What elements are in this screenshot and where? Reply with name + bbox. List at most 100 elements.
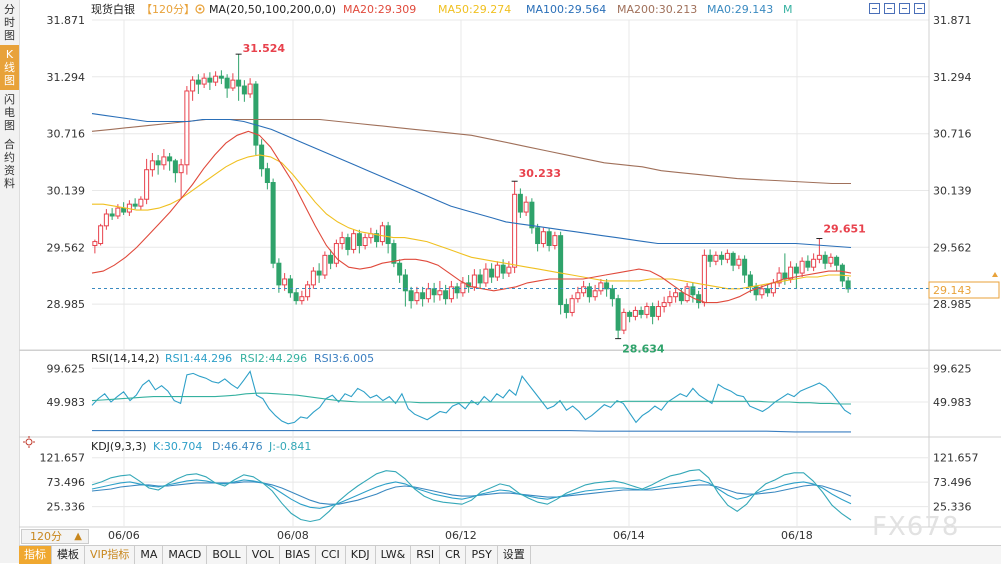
candle-body	[822, 254, 828, 264]
indicator-tab-0[interactable]: 指标	[19, 546, 52, 564]
rsi-tick-left: 49.983	[47, 396, 86, 409]
candle-body	[362, 237, 368, 247]
candle-body	[270, 182, 276, 264]
pan-left-icon[interactable]	[899, 3, 910, 14]
candle-body	[586, 286, 592, 298]
gear-icon[interactable]	[195, 4, 205, 14]
candle-body	[742, 258, 748, 276]
candle-body	[115, 207, 121, 217]
rsi-pane	[91, 370, 852, 433]
kdj-j-line	[91, 469, 852, 523]
sidebar-tab-3[interactable]: 合约资料	[4, 138, 15, 190]
kdj-k-line	[91, 479, 852, 509]
indicator-tab-2[interactable]: VIP指标	[85, 546, 136, 564]
candle-body	[506, 266, 512, 274]
price-pane: 31.524 28.634 30.233 29.651	[91, 42, 929, 356]
candle-body	[529, 201, 535, 229]
candle-body	[719, 254, 725, 260]
indicator-tab-7[interactable]: BIAS	[280, 546, 317, 564]
candle-body	[707, 254, 713, 262]
candle-body	[374, 233, 380, 243]
candle-body	[563, 304, 569, 313]
sun-icon[interactable]	[23, 436, 35, 448]
candle-body	[730, 252, 736, 266]
current-price-label: 29.143	[933, 284, 972, 297]
pan-right-icon[interactable]	[914, 3, 925, 14]
high-annotation-label: 31.524	[243, 42, 286, 55]
price-tick-left: 30.139	[47, 184, 86, 197]
candle-body	[701, 254, 707, 304]
rsi-tick-right: 49.983	[933, 396, 972, 409]
indicator-tab-6[interactable]: VOL	[247, 546, 280, 564]
rsi3-line	[92, 430, 851, 433]
candle-body	[178, 164, 184, 174]
candle-body	[132, 203, 138, 207]
ma200-line	[91, 118, 851, 185]
zoom-in-icon[interactable]	[869, 3, 880, 14]
candle-body	[615, 298, 621, 331]
candle-body	[333, 243, 339, 264]
indicator-tab-5[interactable]: BOLL	[207, 546, 247, 564]
candle-body	[500, 264, 506, 274]
candle-body	[195, 79, 201, 85]
indicator-tab-1[interactable]: 模板	[52, 546, 85, 564]
indicator-tab-12[interactable]: CR	[440, 546, 467, 564]
zoom-out-icon[interactable]	[884, 3, 895, 14]
candle-body	[592, 290, 598, 298]
candle-body	[604, 282, 610, 290]
indicator-tab-3[interactable]: MA	[135, 546, 164, 564]
price-tick-left: 31.294	[47, 71, 86, 84]
candle-body	[276, 262, 282, 286]
kdj-spec: KDJ(9,3,3)	[91, 440, 147, 453]
period-label[interactable]: 【120分】	[141, 3, 195, 16]
candle-body	[305, 284, 311, 298]
indicator-tab-4[interactable]: MACD	[163, 546, 208, 564]
price-tick-right: 28.985	[933, 298, 972, 311]
ma50-line	[92, 154, 852, 290]
candle-body	[627, 311, 633, 317]
candle-body	[552, 235, 558, 247]
candle-body	[799, 260, 805, 274]
sidebar-tab-2[interactable]: 闪电图	[4, 93, 15, 132]
candle-body	[673, 292, 679, 298]
candle-body	[690, 286, 696, 296]
candle-body	[523, 201, 529, 213]
kdj-tick-right: 25.336	[933, 501, 972, 514]
sidebar-tab-0[interactable]: 分时图	[4, 3, 15, 42]
candle-body	[408, 290, 414, 302]
candle-body	[310, 270, 316, 286]
candle-body	[546, 231, 552, 247]
indicator-tab-14[interactable]: 设置	[498, 546, 531, 564]
date-label: 06/12	[445, 529, 477, 542]
indicator-tab-8[interactable]: CCI	[316, 546, 346, 564]
candle-body	[236, 79, 242, 87]
indicator-tab-11[interactable]: RSI	[411, 546, 441, 564]
price-tick-right: 31.294	[933, 71, 972, 84]
period-selector[interactable]: 120分 ▲	[21, 529, 89, 544]
m-label: M	[783, 3, 793, 16]
ma20-value: MA20:29.309	[343, 3, 416, 16]
ma200-value: MA200:30.213	[617, 3, 697, 16]
indicator-tab-9[interactable]: KDJ	[346, 546, 376, 564]
candle-body	[811, 258, 817, 268]
candle-body	[713, 254, 719, 262]
candle-body	[540, 231, 546, 245]
symbol-label: 现货白银	[91, 2, 135, 16]
indicator-tab-13[interactable]: PSY	[466, 546, 498, 564]
candle-body	[316, 270, 322, 276]
date-label: 06/18	[781, 529, 813, 542]
candle-body	[339, 237, 345, 245]
indicator-tab-10[interactable]: LW&	[376, 546, 412, 564]
period-selector-label: 120分	[30, 530, 62, 543]
candle-body	[167, 156, 173, 162]
candle-body	[661, 302, 667, 308]
candle-body	[805, 260, 811, 268]
kdj-j-value: J:-0.841	[268, 440, 311, 453]
candle-body	[247, 83, 253, 95]
candle-body	[839, 264, 845, 282]
ma100-line	[91, 113, 852, 249]
candle-body	[650, 306, 656, 317]
candle-body	[489, 268, 495, 278]
